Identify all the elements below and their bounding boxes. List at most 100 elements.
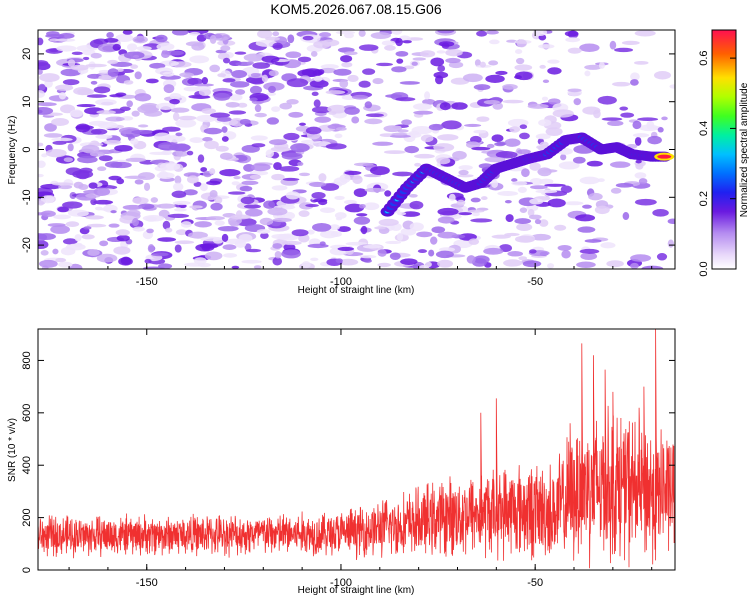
spectrogram-cell [532, 30, 548, 37]
spectrogram-cell [200, 183, 208, 192]
spectrogram-cell [567, 47, 582, 54]
spectrogram-cell [481, 196, 488, 201]
spectrogram-cell [85, 63, 107, 68]
spectrogram-cell [305, 126, 322, 135]
spectrogram-cell [384, 45, 396, 51]
spectrogram-cell [126, 100, 133, 108]
snr-x-label: Height of straight line (km) [298, 585, 415, 596]
spectrogram-cell [436, 50, 446, 54]
spectrogram-cell [93, 199, 114, 205]
spectrogram-cell [422, 98, 436, 105]
spectrogram-cell [115, 229, 130, 236]
colorbar-tick-label: 0.0 [698, 261, 710, 276]
spectrogram-cell [344, 106, 360, 115]
spectrogram-cell [363, 173, 382, 178]
spectrogram-cell [90, 151, 105, 157]
spectrogram-cell [491, 179, 499, 188]
spectrogram-cell [579, 176, 600, 185]
spectrogram-cell [219, 169, 241, 177]
spectrogram-cell [552, 109, 574, 118]
spectrogram-cell [494, 142, 506, 147]
spectrogram-cell [233, 175, 241, 180]
spectrogram-cell [515, 57, 525, 65]
spectrogram-cell [153, 132, 171, 141]
spectrogram-cell [411, 61, 418, 66]
spectrogram-cell [283, 211, 296, 220]
spectrogram-cell [169, 92, 182, 100]
spectrogram-cell [132, 226, 145, 232]
spectrogram-cell [206, 180, 221, 186]
spectrogram-cell [93, 187, 111, 196]
spectrogram-cell [131, 110, 140, 117]
spectrogram-cell [437, 64, 446, 72]
spectrogram-cell [377, 249, 387, 257]
spectrogram-cell [137, 124, 149, 128]
spectrogram-cell [641, 265, 664, 269]
spectrogram-cell [396, 232, 404, 242]
spectrogram-cell [582, 204, 592, 209]
spectrogram-cell [74, 234, 82, 242]
spectrogram-cell [320, 64, 339, 70]
spectrogram-cell [634, 136, 642, 146]
spectrogram-cell [607, 120, 624, 127]
spectrogram-cell [505, 214, 514, 223]
spectrogram-cell [473, 129, 487, 134]
spectrogram-y-tick-label: -20 [21, 237, 33, 253]
spectrogram-cell [38, 200, 45, 206]
snr-y-label: SNR (10 * v/v) [7, 418, 18, 482]
spectrogram-cell [175, 149, 184, 157]
spectrogram-y-axis: -20 -10 0 10 20 [21, 48, 675, 253]
spectrogram-cell [417, 249, 428, 254]
spectrogram-cell [319, 32, 332, 38]
spectrogram-cell [249, 174, 262, 180]
colorbar-tick-label: 0.4 [698, 121, 710, 136]
spectrogram-cell [104, 38, 119, 43]
spectrogram-cell [312, 223, 332, 232]
spectrogram-cell [38, 173, 44, 178]
spectrogram-cell [519, 124, 528, 130]
spectrogram-cell [45, 148, 67, 158]
spectrogram-cell [75, 125, 94, 130]
spectrogram-cell [38, 102, 57, 107]
spectrogram-cell [476, 30, 488, 37]
spectrogram-cell [412, 103, 432, 110]
spectrogram-cell [318, 173, 327, 182]
spectrogram-cell [99, 240, 109, 247]
spectrogram-cell [252, 62, 271, 69]
spectrogram-cell [317, 69, 325, 75]
spectrogram-cell [98, 74, 112, 81]
spectrogram-cell [241, 180, 259, 186]
spectrogram-cell [146, 228, 154, 234]
spectrogram-cell [632, 120, 642, 130]
spectrogram-cell [412, 57, 427, 61]
spectrogram-cell [283, 132, 300, 141]
spectrogram-cell [266, 92, 277, 96]
spectrogram-cell [458, 165, 473, 171]
spectrogram-cell [54, 38, 76, 42]
snr-panel: -150 -100 -50 0 200 400 600 800 Height of stra… [7, 328, 676, 596]
spectrogram-cell [401, 211, 421, 217]
spectrogram-cell [311, 91, 319, 97]
spectrogram-cell [580, 252, 598, 261]
spectrogram-cell [491, 134, 504, 143]
spectrogram-cell [86, 223, 107, 228]
spectrogram-cell [633, 60, 649, 65]
spectrogram-cell [60, 68, 81, 77]
spectrogram-cell [406, 37, 424, 41]
spectrogram-cell [584, 70, 591, 77]
spectrogram-cell [430, 57, 445, 67]
spectrogram-cell [451, 102, 468, 110]
spectrogram-cell [171, 30, 189, 36]
spectrogram-cell [200, 236, 222, 242]
colorbar-tick-label: 0.6 [698, 50, 710, 65]
spectrogram-cell [560, 185, 573, 193]
spectrogram-cell [384, 190, 392, 197]
spectrogram-cell [165, 227, 173, 233]
spectrogram-cell [274, 250, 282, 259]
spectrogram-cell [220, 45, 231, 52]
spectrogram-cell [98, 155, 113, 162]
spectrogram-cell [344, 199, 357, 205]
spectrogram-cell [308, 181, 327, 188]
spectrogram-cell [436, 157, 451, 165]
spectrogram-cell [62, 201, 83, 209]
